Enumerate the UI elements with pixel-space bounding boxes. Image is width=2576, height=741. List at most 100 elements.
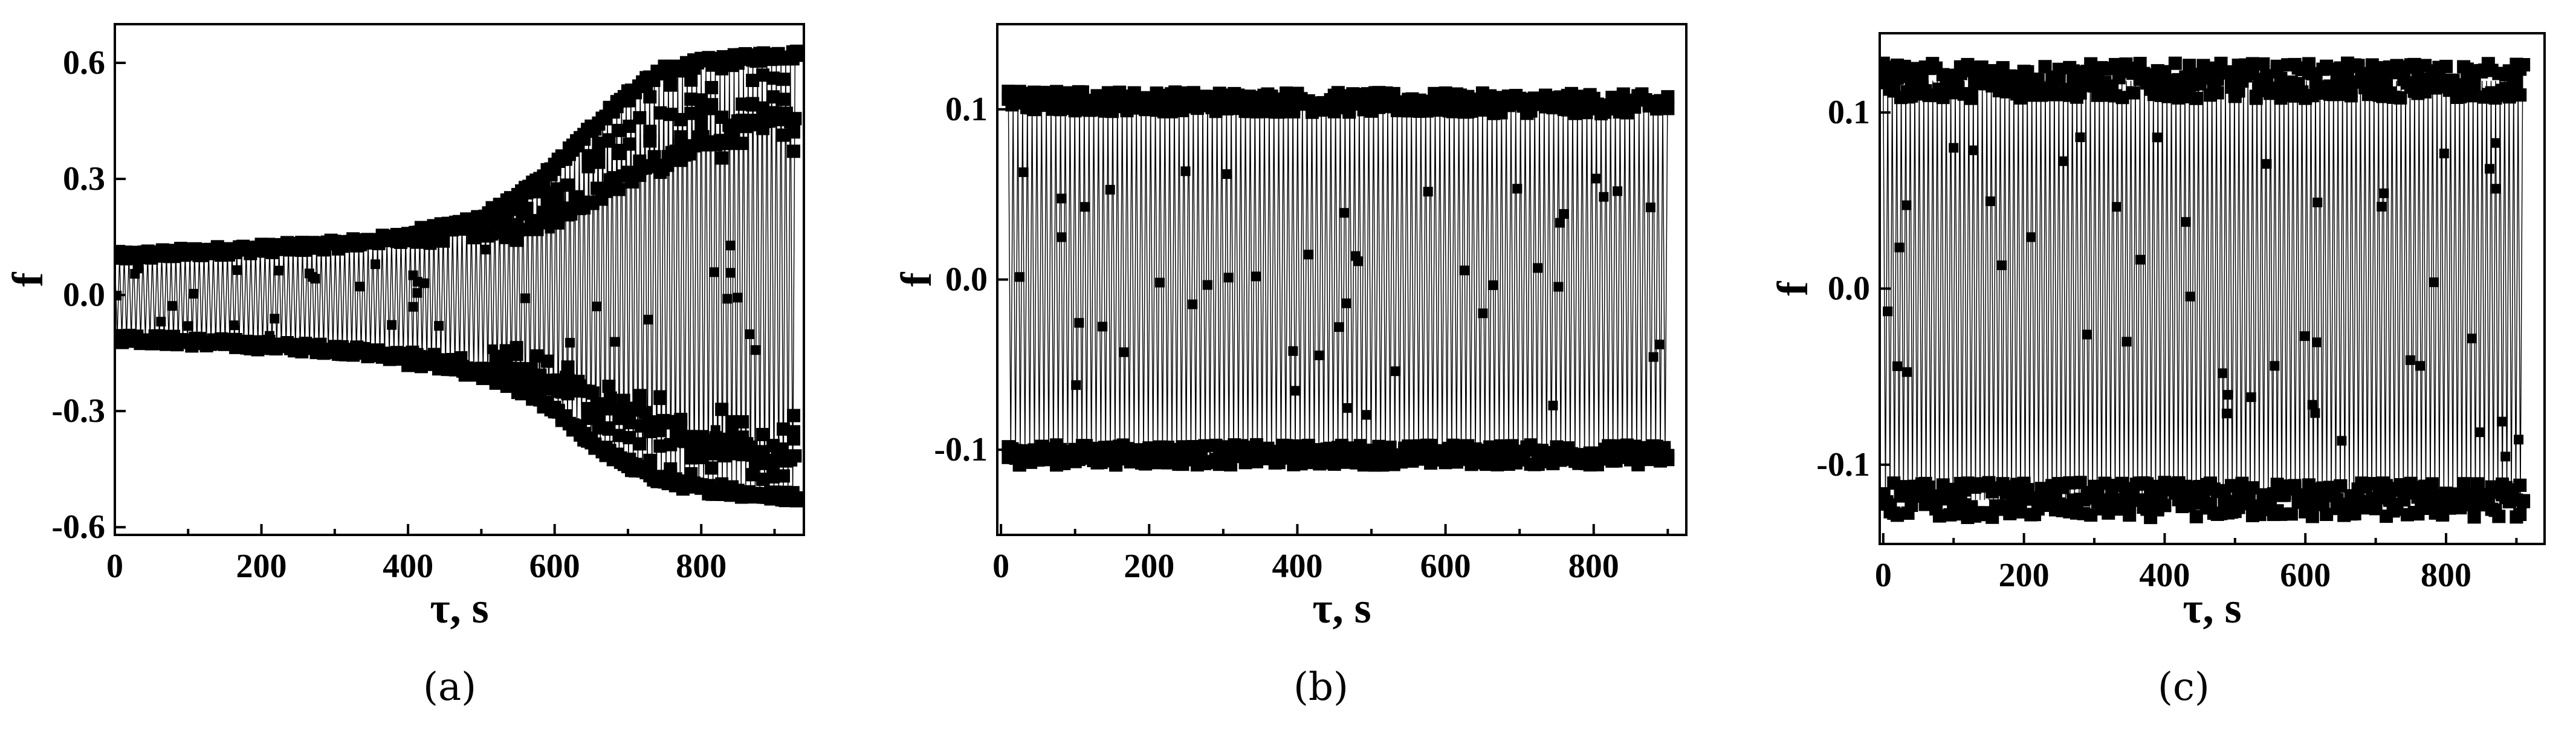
interior-marker xyxy=(481,244,491,254)
interior-marker xyxy=(2500,451,2511,462)
fan-marker xyxy=(777,128,791,142)
lower-envelope-marker xyxy=(1932,509,1946,523)
fan-marker xyxy=(653,106,667,120)
chart-b-svg: 0 200 400 600 800 -0.1 0.0 0.1 τ, s f xyxy=(892,23,1688,632)
interior-marker xyxy=(229,320,239,331)
fan-marker xyxy=(756,121,770,135)
interior-marker xyxy=(1304,250,1314,260)
fan-marker xyxy=(777,452,791,466)
interior-marker xyxy=(2185,291,2195,302)
fan-marker xyxy=(581,160,595,173)
lower-envelope-marker xyxy=(2320,508,2334,522)
fan-marker xyxy=(520,201,534,215)
upper-envelope-marker xyxy=(2052,62,2066,76)
fan-marker xyxy=(756,68,770,82)
interior-marker xyxy=(1362,410,1372,420)
y-tick-label: 0.1 xyxy=(945,91,988,128)
interior-marker xyxy=(412,288,422,298)
lower-envelope-marker xyxy=(2457,477,2471,491)
interior-marker xyxy=(722,294,733,304)
upper-envelope-marker xyxy=(2196,59,2210,73)
interior-marker xyxy=(1533,263,1543,273)
lower-envelope-marker xyxy=(789,491,803,505)
fan-marker xyxy=(623,452,636,466)
fan-marker xyxy=(777,73,791,86)
fan-marker xyxy=(530,178,544,192)
interior-marker xyxy=(610,337,620,347)
lower-envelope-marker xyxy=(1198,439,1212,453)
upper-envelope-marker xyxy=(2168,56,2182,70)
interior-marker xyxy=(1949,143,1959,153)
interior-marker xyxy=(1901,367,1912,377)
fan-marker xyxy=(684,439,698,453)
inner-band-marker xyxy=(401,358,415,372)
fan-marker xyxy=(725,415,739,429)
interior-marker xyxy=(2111,202,2121,212)
interior-marker xyxy=(2405,355,2415,365)
interior-marker xyxy=(565,338,575,348)
upper-envelope-marker xyxy=(2517,58,2531,72)
fan-marker xyxy=(736,448,749,462)
interior-marker xyxy=(2223,390,2233,400)
lower-envelope-marker xyxy=(2123,508,2137,522)
fan-marker xyxy=(725,480,739,494)
interior-marker xyxy=(1478,308,1488,319)
interior-marker xyxy=(1180,166,1191,176)
lower-envelope-marker xyxy=(2284,507,2298,521)
y-tick-label: 0.1 xyxy=(1828,94,1870,131)
interior-marker xyxy=(2377,201,2387,212)
x-tick-label: 200 xyxy=(1999,557,2050,594)
fan-marker xyxy=(756,101,770,115)
fan-marker xyxy=(653,390,667,404)
fan-marker xyxy=(623,119,636,133)
inner-band-marker xyxy=(476,216,490,230)
interior-marker xyxy=(1079,202,1090,212)
x-tick-label: 0 xyxy=(1875,557,1892,594)
interior-marker xyxy=(310,274,320,284)
interior-marker xyxy=(2491,138,2501,148)
fan-marker xyxy=(510,226,523,240)
lower-envelope-marker xyxy=(2513,508,2527,522)
fan-marker xyxy=(540,382,554,396)
fan-marker xyxy=(736,430,749,444)
fan-marker xyxy=(736,137,749,150)
fan-marker xyxy=(602,421,616,435)
x-tick-label: 200 xyxy=(1124,548,1174,585)
interior-marker xyxy=(1969,145,1979,155)
fan-marker xyxy=(736,415,749,429)
interior-marker xyxy=(545,224,555,234)
inner-band-marker xyxy=(788,449,802,463)
fan-marker xyxy=(561,387,575,401)
interior-marker xyxy=(2415,361,2425,371)
fan-marker xyxy=(664,78,678,92)
fan-marker xyxy=(684,467,698,481)
fan-marker xyxy=(633,154,647,168)
inner-band-marker xyxy=(454,351,468,365)
interior-marker xyxy=(1098,322,1108,332)
fan-marker xyxy=(633,389,647,403)
interior-marker xyxy=(2082,329,2092,340)
interior-marker xyxy=(1423,187,1433,197)
upper-envelope-marker xyxy=(2013,91,2027,105)
interior-marker xyxy=(1071,380,1081,390)
lower-envelope-marker xyxy=(2073,476,2087,490)
fan-marker xyxy=(592,155,606,169)
interior-marker xyxy=(2307,400,2317,410)
y-tick-label: -0.1 xyxy=(934,431,988,468)
upper-envelope-marker xyxy=(2210,86,2224,100)
fan-marker xyxy=(520,370,534,384)
interior-marker xyxy=(1251,271,1261,282)
fan-marker xyxy=(746,448,760,462)
lower-envelope-marker xyxy=(2245,481,2259,495)
interior-marker xyxy=(274,265,284,276)
fan-marker xyxy=(623,94,636,108)
upper-envelope-marker xyxy=(2270,59,2284,73)
upper-envelope-marker xyxy=(2513,88,2527,102)
upper-envelope-marker xyxy=(2467,77,2481,91)
fan-marker xyxy=(664,108,678,121)
fan-marker xyxy=(510,202,523,216)
interior-marker xyxy=(1648,352,1659,362)
fan-marker xyxy=(684,451,698,465)
upper-envelope-marker xyxy=(2256,57,2270,71)
interior-marker xyxy=(2221,409,2231,419)
